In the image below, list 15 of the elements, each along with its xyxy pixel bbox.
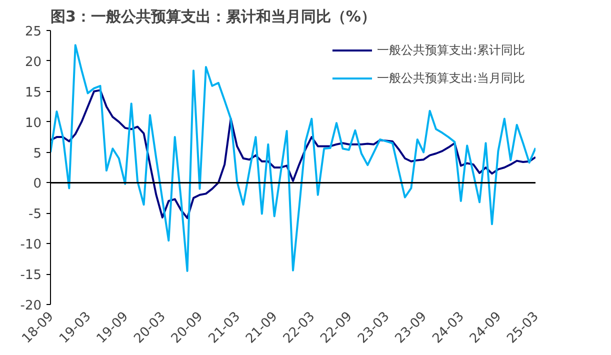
legend-label: 一般公共预算支出:当月同比 <box>376 70 525 86</box>
y-tick-label: -20 <box>20 298 42 314</box>
y-tick-label: 20 <box>24 54 42 70</box>
y-tick-label: 15 <box>24 85 42 100</box>
y-tick-label: 5 <box>33 146 42 162</box>
y-tick-label: 10 <box>24 116 42 131</box>
legend-label: 一般公共预算支出:累计同比 <box>376 42 525 58</box>
y-tick-label: -5 <box>28 207 42 222</box>
y-tick-label: -15 <box>20 268 42 284</box>
y-tick-label: -10 <box>20 238 42 253</box>
y-tick-label: 0 <box>33 176 42 192</box>
y-tick-label: 25 <box>24 24 42 40</box>
line-series <box>50 44 536 272</box>
chart-title: 图3：一般公共预算支出：累计和当月同比（%） <box>50 8 376 26</box>
line-series <box>50 89 536 220</box>
